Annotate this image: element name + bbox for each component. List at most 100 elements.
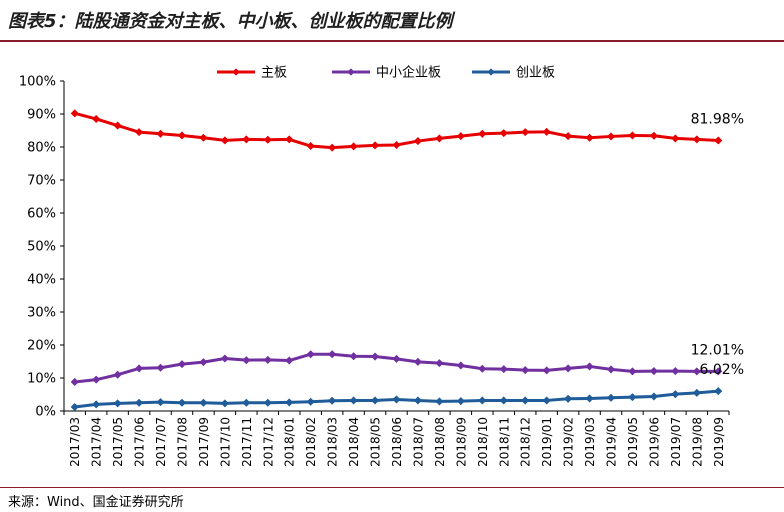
data-point — [263, 355, 272, 364]
data-point — [649, 367, 658, 376]
data-point — [371, 396, 380, 405]
data-point — [242, 135, 251, 144]
data-point — [692, 135, 701, 144]
data-point — [606, 365, 616, 374]
y-tick-label: 80% — [27, 141, 56, 156]
data-point — [113, 370, 122, 379]
data-point — [542, 366, 551, 375]
data-point — [585, 133, 594, 142]
x-tick-label: 2017/06 — [133, 417, 147, 467]
data-point — [392, 395, 401, 404]
data-point — [671, 134, 680, 143]
axes: 0% 10% 20% 30% 40% 50% 60% 70% 80% 90% 100% 2017/03… — [19, 75, 730, 467]
data-point — [456, 132, 465, 141]
line-chart: 主板 中小企业板 创业板 0% 10% 20% 30% 40% 50% 60% 70% 80% 90%… — [19, 65, 744, 467]
legend-label: 主板 — [261, 66, 287, 81]
x-tick-label: 2018/06 — [390, 417, 404, 467]
x-tick-label: 2019/03 — [583, 417, 597, 467]
legend-swatch-marker — [487, 68, 495, 76]
data-point — [521, 128, 530, 137]
y-tick-label: 30% — [27, 306, 56, 321]
data-point — [521, 396, 530, 405]
data-point — [113, 399, 122, 408]
data-point — [177, 398, 187, 407]
data-point — [649, 131, 658, 140]
x-tick-label: 2019/05 — [626, 417, 640, 467]
data-point — [263, 135, 272, 144]
data-point — [478, 396, 487, 405]
data-point — [521, 366, 530, 375]
data-point — [564, 394, 573, 403]
series-0 — [70, 109, 723, 152]
x-tick-label: 2019/09 — [712, 417, 726, 467]
x-tick-label: 2019/07 — [669, 417, 683, 467]
data-point — [564, 364, 573, 373]
data-point — [135, 128, 144, 137]
data-point — [328, 350, 337, 359]
data-point — [113, 121, 122, 130]
data-point — [649, 392, 658, 401]
data-point — [392, 354, 401, 363]
data-point — [499, 365, 508, 374]
x-tick-label: 2018/10 — [476, 417, 490, 467]
data-point — [413, 357, 422, 366]
data-point — [306, 350, 315, 359]
data-point — [456, 397, 465, 406]
data-point — [199, 358, 208, 367]
data-point — [285, 135, 294, 144]
x-tick-label: 2018/07 — [411, 417, 425, 467]
source-note: 来源：Wind、国金证券研究所 — [8, 495, 184, 510]
x-tick-label: 2018/04 — [347, 417, 361, 467]
data-point — [499, 396, 508, 405]
data-point — [692, 388, 701, 397]
data-point — [177, 131, 187, 140]
x-tick-label: 2017/12 — [261, 417, 275, 467]
data-point — [542, 127, 551, 136]
data-point — [478, 364, 487, 373]
x-tick-label: 2018/05 — [369, 417, 383, 467]
chart-title: 图表5：陆股通资金对主板、中小板、创业板的配置比例 — [8, 11, 453, 32]
data-point — [413, 396, 422, 405]
x-tick-label: 2017/03 — [68, 417, 82, 467]
data-point — [371, 141, 380, 150]
y-tick-label: 20% — [27, 339, 56, 354]
data-point — [242, 398, 251, 407]
data-point — [714, 367, 723, 376]
data-point — [177, 360, 187, 369]
y-tick-label: 40% — [27, 273, 56, 288]
x-tick-label: 2017/04 — [90, 417, 104, 467]
y-tick-label: 50% — [27, 240, 56, 255]
x-tick-label: 2017/07 — [154, 417, 168, 467]
data-point — [499, 129, 508, 138]
data-point — [435, 359, 444, 368]
x-tick-label: 2019/04 — [605, 417, 619, 467]
x-tick-label: 2018/11 — [497, 417, 511, 467]
data-point — [135, 398, 144, 407]
data-point — [70, 403, 79, 412]
data-point — [263, 398, 272, 407]
x-tick-label: 2019/02 — [562, 417, 576, 467]
data-point — [306, 397, 315, 406]
y-tick-label: 100% — [19, 75, 56, 90]
legend-swatch-marker — [232, 68, 240, 76]
x-tick-label: 2019/01 — [540, 417, 554, 467]
data-point — [349, 142, 358, 151]
data-point — [92, 400, 101, 409]
end-value-label: 6.02% — [700, 362, 744, 378]
x-tick-label: 2017/11 — [240, 417, 254, 467]
data-point — [542, 396, 551, 405]
legend-swatch-marker — [347, 68, 355, 76]
title-bar: 图表5：陆股通资金对主板、中小板、创业板的配置比例 — [0, 0, 784, 40]
data-point — [714, 136, 723, 145]
data-point — [349, 396, 358, 405]
x-tick-label: 2018/08 — [433, 417, 447, 467]
title-rule — [0, 40, 784, 42]
data-point — [671, 367, 680, 376]
data-point — [306, 141, 315, 151]
data-point — [478, 129, 487, 138]
data-point — [371, 352, 380, 361]
data-point — [714, 387, 723, 396]
source-rule — [0, 487, 784, 488]
x-tick-label: 2018/02 — [304, 417, 318, 467]
data-point — [199, 398, 208, 407]
